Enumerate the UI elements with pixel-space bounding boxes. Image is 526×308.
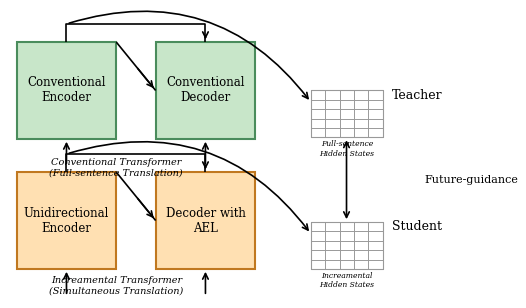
- Text: Full-sentence
Hidden States: Full-sentence Hidden States: [319, 140, 374, 158]
- Bar: [311, 91, 382, 137]
- FancyBboxPatch shape: [156, 172, 255, 269]
- FancyBboxPatch shape: [156, 42, 255, 139]
- FancyBboxPatch shape: [17, 172, 116, 269]
- Text: Increamental
Hidden States: Increamental Hidden States: [319, 272, 374, 289]
- Text: Increamental Transformer
(Simultaneous Translation): Increamental Transformer (Simultaneous T…: [49, 276, 184, 295]
- Text: Unidirectional
Encoder: Unidirectional Encoder: [24, 207, 109, 234]
- Text: Future-guidance: Future-guidance: [424, 175, 518, 185]
- Text: Conventional Transformer
(Full-sentence Translation): Conventional Transformer (Full-sentence …: [49, 158, 183, 177]
- Text: Decoder with
AEL: Decoder with AEL: [166, 207, 246, 234]
- Text: Conventional
Encoder: Conventional Encoder: [27, 76, 106, 104]
- Bar: [311, 222, 382, 269]
- FancyBboxPatch shape: [17, 42, 116, 139]
- Text: Conventional
Decoder: Conventional Decoder: [166, 76, 245, 104]
- Text: Teacher: Teacher: [392, 88, 442, 102]
- Text: Student: Student: [392, 220, 442, 233]
